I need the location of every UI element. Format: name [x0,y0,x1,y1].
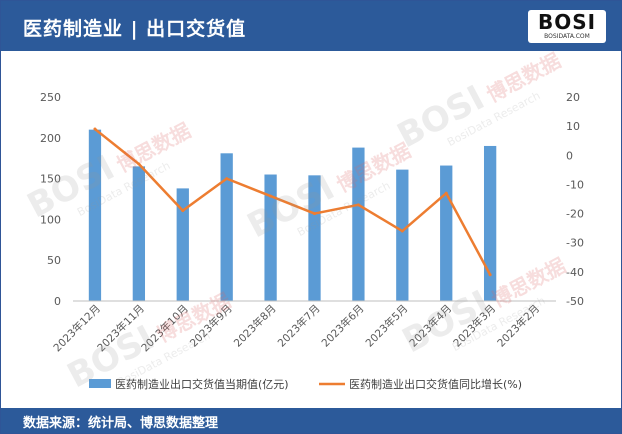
chart-area: 0 50 100 150 200 250 -50 -40 -30 -20 -10 0 10 20 2023年… [1,51,621,408]
page-title: 医药制造业 | 出口交货值 [23,18,247,40]
line-point [488,273,492,277]
y-right-tick-label: 0 [566,149,573,162]
y-right-tick-label: 10 [566,120,580,133]
line-point [225,177,229,181]
y-right-tick-label: -10 [566,178,584,191]
x-tick-label: 2023年3月 [451,302,499,350]
line-point [93,127,97,131]
bar [483,145,497,301]
line-point [313,212,316,216]
y-right-tick-label: 20 [566,91,580,104]
x-tick-label: 2023年8月 [231,302,279,350]
series-line [94,128,492,276]
y-left-tick-label: 50 [47,254,61,267]
bar [132,166,146,301]
brand-logo: BOSI BOSIDATA.COM [528,10,606,43]
bar [308,175,321,301]
line-point [444,191,448,195]
data-source: 数据来源：统计局、博思数据整理 [23,416,219,431]
y-left-tick-label: 100 [40,213,61,226]
y-right-tick-label: -30 [566,237,584,250]
bar [440,165,453,301]
line-point [181,209,185,213]
line-point [356,203,360,207]
x-tick-label: 2023年2月 [495,302,543,350]
title-bar: 医药制造业 | 出口交货值 BOSI BOSIDATA.COM [1,1,621,51]
x-tick-label: 2023年7月 [275,302,323,350]
y-right-tick-label: -20 [566,208,584,221]
brand-logo-subtext: BOSIDATA.COM [544,33,590,40]
legend-label-line: 医药制造业出口交货值同比增长(%) [349,377,522,391]
legend-label-bar: 医药制造业出口交货值当期值(亿元) [115,377,289,391]
footer-bar: 数据来源：统计局、博思数据整理 [1,408,621,433]
line-point [269,194,273,198]
bar [264,174,277,301]
x-tick-label: 2023年4月 [407,302,455,350]
bar [176,188,189,301]
line-point [400,229,404,233]
bar [88,129,102,301]
y-left-tick-label: 200 [40,132,61,145]
y-left-tick-label: 150 [40,173,61,186]
x-tick-label: 2023年6月 [319,302,367,350]
y-right-tick-label: -40 [566,266,584,279]
combo-chart: 0 50 100 150 200 250 -50 -40 -30 -20 -10 0 10 20 2023年… [40,91,584,391]
x-tick-label: 2023年10月 [139,302,191,354]
brand-logo-text: BOSI [537,10,597,34]
x-tick-label: 2023年9月 [187,302,235,350]
bar [396,169,409,301]
x-tick-label: 2023年5月 [363,302,411,350]
line-point [137,162,141,166]
legend-swatch-bar [89,379,111,388]
y-left-tick-label: 0 [54,295,61,308]
bar [220,153,233,301]
y-left-tick-label: 250 [40,91,61,104]
bar [352,147,365,301]
y-right-tick-label: -50 [566,295,584,308]
